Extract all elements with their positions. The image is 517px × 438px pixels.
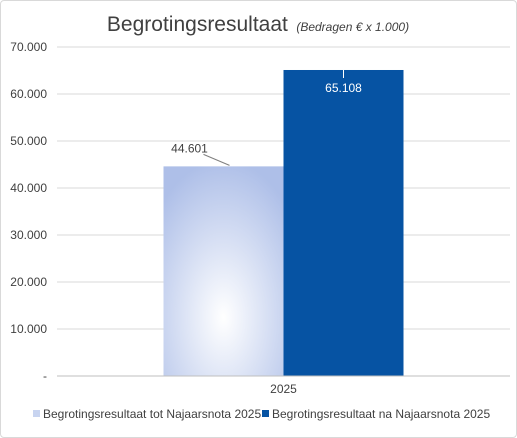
x-axis: 2025	[57, 375, 510, 396]
bar-1	[163, 166, 284, 376]
chart-title: Begrotingsresultaat (Bedragen € x 1.000)	[107, 13, 409, 36]
y-tick-label: 50.000	[10, 134, 47, 148]
y-tick-label: 40.000	[10, 181, 47, 195]
chart-title-main: Begrotingsresultaat	[107, 13, 288, 36]
y-tick-label: 20.000	[10, 275, 47, 289]
x-tick-label: 2025	[270, 382, 297, 396]
y-axis: - 10.000 20.000 30.000 40.000 50.000 60.000 70.…	[10, 40, 47, 383]
bar-2	[283, 69, 404, 376]
y-tick-label: 10.000	[10, 322, 47, 336]
legend-label-2: Begrotingsresultaat na Najaarsnota 2025	[272, 407, 490, 421]
y-tick-label: -	[43, 369, 47, 383]
y-tick-label: 70.000	[10, 40, 47, 54]
legend-label-1: Begrotingsresultaat tot Najaarsnota 2025	[43, 407, 261, 421]
bars: 44.601 65.108	[163, 69, 404, 376]
data-label-leader	[203, 153, 230, 166]
y-tick-label: 30.000	[10, 228, 47, 242]
data-label-1: 44.601	[171, 141, 208, 155]
chart-subtitle: (Bedragen € x 1.000)	[296, 20, 409, 34]
data-label-2: 65.108	[325, 81, 362, 95]
legend-swatch-1	[33, 410, 40, 417]
legend: Begrotingsresultaat tot Najaarsnota 2025…	[33, 407, 490, 421]
y-tick-label: 60.000	[10, 87, 47, 101]
legend-swatch-2	[262, 410, 269, 417]
